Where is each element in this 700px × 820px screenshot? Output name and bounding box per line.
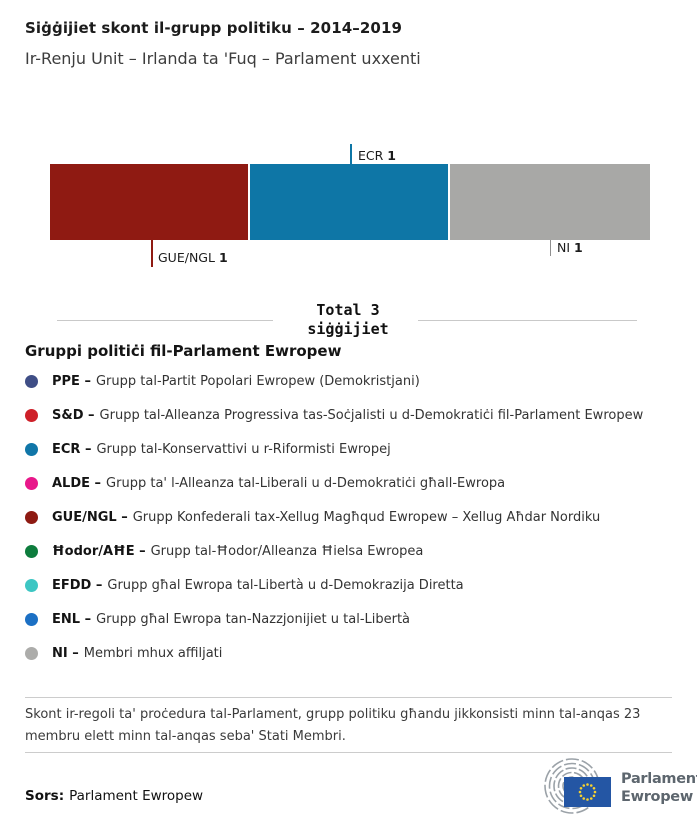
callout-tick-ecr [350, 144, 352, 164]
callout-seats-ni: 1 [574, 240, 583, 255]
footnote: Skont ir-regoli ta' proċedura tal-Parlam… [25, 707, 641, 744]
callout-seats-ecr: 1 [387, 148, 396, 163]
legend-item-ecr: ECR – Grupp tal-Konservattivi u r-Riformi… [25, 432, 685, 466]
legend-desc: Grupp għal Ewropa tal-Libertà u d-Demokr… [107, 577, 464, 593]
legend-desc: Grupp għal Ewropa tan-Nazzjonijiet u tal… [96, 611, 411, 627]
legend-desc: Grupp Konfederali tax-Xellug Magħqud Ewr… [132, 509, 601, 525]
callout-group-ecr: ECR [358, 148, 384, 163]
footnote-bottom-divider [25, 752, 672, 753]
callout-label-ni: NI 1 [557, 240, 583, 255]
page-subtitle: Ir-Renju Unit – Irlanda ta 'Fuq – Parlam… [25, 49, 421, 68]
ni-dot-icon [25, 646, 38, 660]
callout-tick-gue-ngl [151, 240, 153, 267]
total-seats: Total 3 siġġijiet [256, 301, 440, 339]
legend-item-ppe: PPE – Grupp tal-Partit Popolari Ewropew (… [25, 364, 685, 398]
alde-dot-icon [25, 476, 38, 490]
legend-item-hodor-ahe: Ħodor/AĦE – Grupp tal-Ħodor/Alleanza Ħiel… [25, 534, 685, 568]
legend-desc: Grupp tal-Alleanza Progressiva tas-Soċja… [99, 407, 644, 423]
legend-abbr: S&D – [52, 407, 95, 423]
page-title: Siġġijiet skont il-grupp politiku – 2014… [25, 19, 403, 37]
efdd-dot-icon [25, 578, 38, 592]
legend-abbr: ECR – [52, 441, 92, 457]
legend-item-alde: ALDE – Grupp ta' l-Alleanza tal-Liberali … [25, 466, 685, 500]
legend-abbr: Ħodor/AĦE – [52, 543, 146, 559]
legend-desc: Membri mhux affiljati [83, 645, 223, 661]
bar-segment-gue-ngl [50, 164, 248, 240]
callout-seats-gue-ngl: 1 [218, 250, 228, 265]
legend-abbr: PPE – [52, 373, 91, 389]
total-line1: Total 3 [316, 301, 380, 319]
legend-abbr: ALDE – [52, 475, 102, 491]
callout-label-ecr: ECR 1 [358, 148, 396, 163]
total-rule-left [57, 320, 273, 321]
callout-group-gue-ngl: GUE/NGL [158, 250, 215, 265]
legend-item-sd: S&D – Grupp tal-Alleanza Progressiva tas-… [25, 398, 685, 432]
legend-item-efdd: EFDD – Grupp għal Ewropa tal-Libertà u d-… [25, 568, 685, 602]
footnote-top-divider [25, 697, 672, 698]
bar-segment-ecr [250, 164, 448, 240]
legend: PPE – Grupp tal-Partit Popolari Ewropew (… [25, 364, 685, 670]
european-parliament-logo: Parlament Ewropew [544, 758, 697, 814]
legend-desc: Grupp tal-Partit Popolari Ewropew (Demok… [95, 373, 420, 389]
source-label: Sors: [25, 788, 65, 804]
legend-desc: Grupp tal-Konservattivi u r-Riformisti E… [96, 441, 391, 457]
logo-wordmark: Parlament Ewropew [621, 771, 697, 805]
legend-item-enl: ENL – Grupp għal Ewropa tan-Nazzjonijiet … [25, 602, 685, 636]
sd-dot-icon [25, 408, 38, 422]
legend-abbr: EFDD – [52, 577, 103, 593]
svg-text:Ewropew: Ewropew [621, 789, 693, 805]
ecr-dot-icon [25, 442, 38, 456]
svg-text:Parlament: Parlament [621, 771, 697, 787]
total-rule-right [418, 320, 637, 321]
legend-item-ni: NI – Membri mhux affiljati [25, 636, 685, 670]
legend-abbr: ENL – [52, 611, 92, 627]
hodor-ahe-dot-icon [25, 544, 38, 558]
eu-flag-icon [564, 777, 611, 807]
total-line2: siġġijiet [307, 320, 389, 338]
legend-desc: Grupp ta' l-Alleanza tal-Liberali u d-De… [106, 475, 506, 491]
gue-ngl-dot-icon [25, 510, 38, 524]
legend-item-gue-ngl: GUE/NGL – Grupp Konfederali tax-Xellug Ma… [25, 500, 685, 534]
source-text: Parlament Ewropew [69, 788, 204, 804]
legend-desc: Grupp tal-Ħodor/Alleanza Ħielsa Ewropea [150, 543, 424, 559]
legend-abbr: GUE/NGL – [52, 509, 128, 525]
callout-tick-ni [550, 240, 551, 256]
legend-title: Gruppi politiċi fil-Parlament Ewropew [25, 342, 342, 360]
callout-group-ni: NI [557, 240, 571, 255]
enl-dot-icon [25, 612, 38, 626]
bar-segment-ni [450, 164, 650, 240]
callout-label-gue-ngl: GUE/NGL 1 [158, 250, 228, 265]
ppe-dot-icon [25, 374, 38, 388]
source-line: Sors: Parlament Ewropew [25, 788, 203, 804]
legend-abbr: NI – [52, 645, 79, 661]
